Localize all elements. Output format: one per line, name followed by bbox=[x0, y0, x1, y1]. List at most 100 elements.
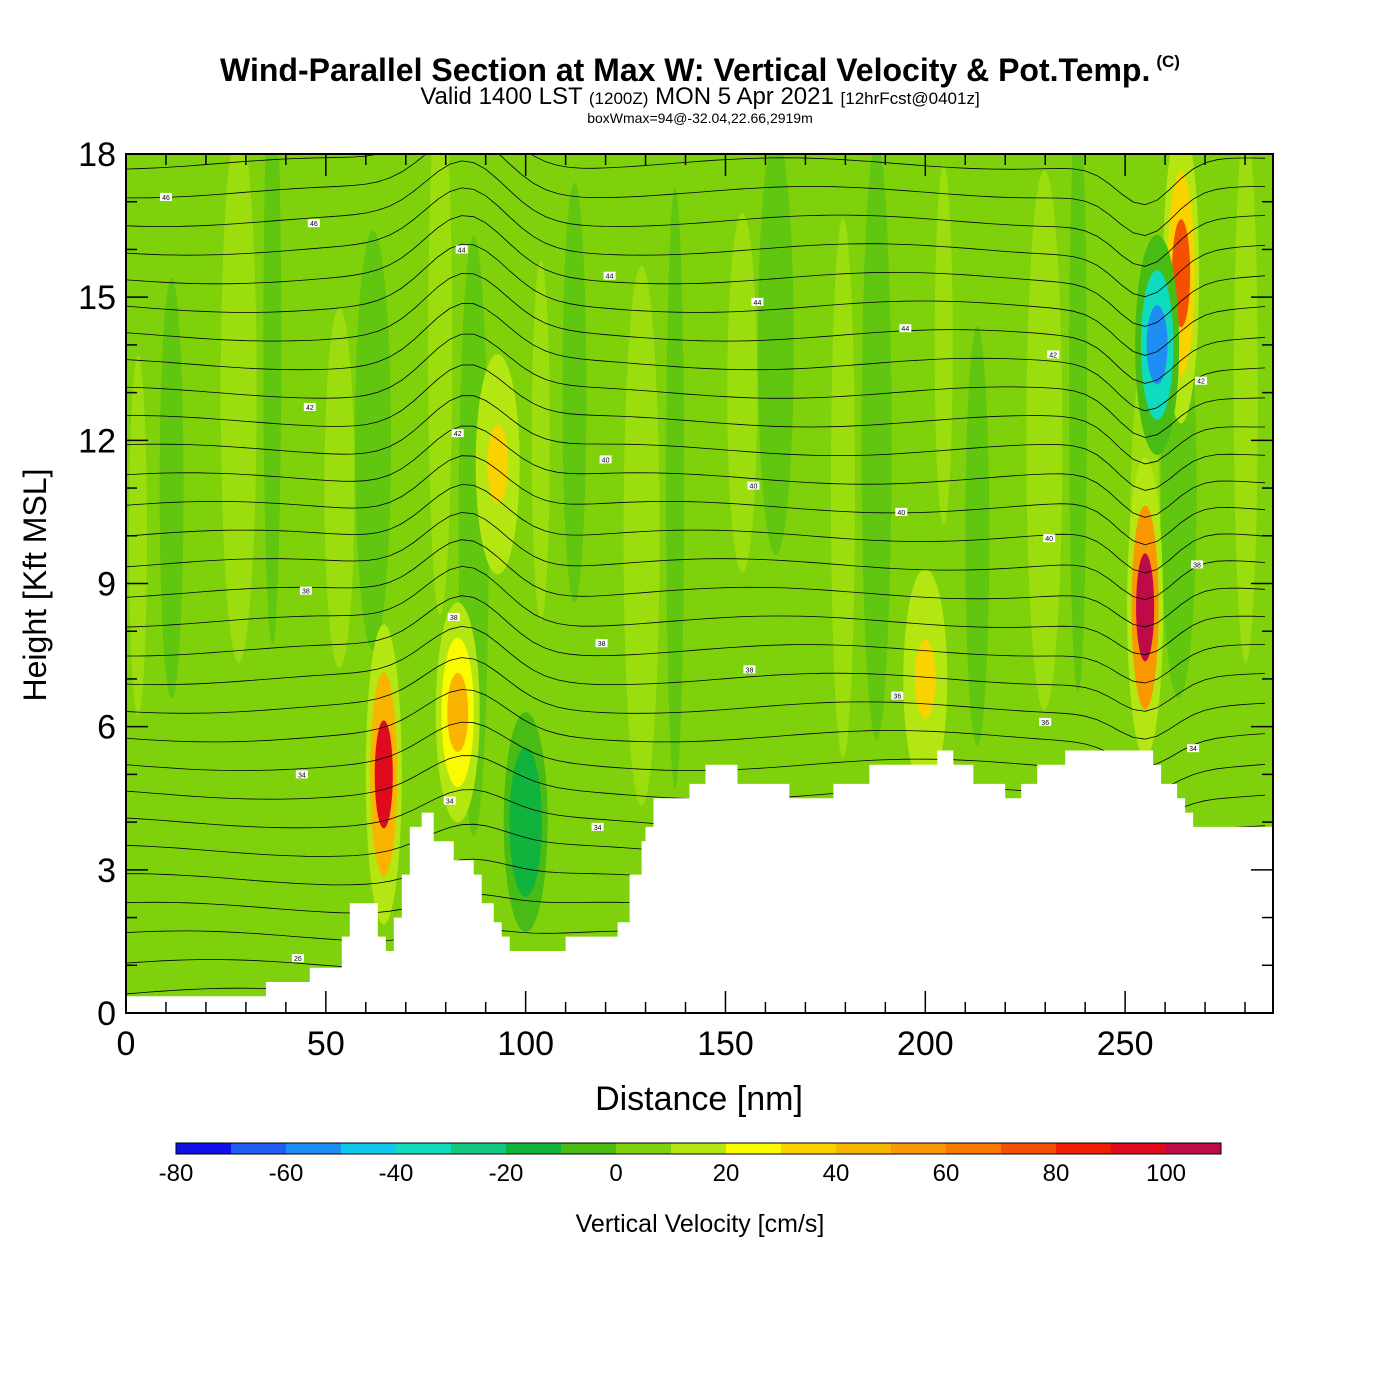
isentrope-line bbox=[126, 689, 1266, 767]
colorbar: -80 -60 -40 -20 0 20 40 60 80 100 bbox=[159, 1142, 1222, 1187]
colorbar-swatch bbox=[1001, 1143, 1057, 1154]
isentrope-label: 44 bbox=[455, 245, 468, 254]
field-streak bbox=[1026, 170, 1063, 711]
svg-text:42: 42 bbox=[1197, 379, 1205, 386]
colorbar-swatch bbox=[616, 1143, 672, 1154]
colorbar-tick-label: -20 bbox=[489, 1160, 524, 1187]
svg-text:44: 44 bbox=[754, 300, 762, 307]
colorbar-frame bbox=[175, 1142, 1222, 1155]
field-streak bbox=[861, 154, 892, 741]
valid-date-text: MON 5 Apr 2021 bbox=[655, 83, 834, 110]
isentrope-label: 38 bbox=[299, 586, 312, 596]
y-tick-label: 18 bbox=[78, 136, 116, 174]
field-streak bbox=[830, 218, 855, 759]
isentrope-label: 34 bbox=[443, 796, 456, 806]
colorbar-swatch bbox=[726, 1143, 782, 1154]
svg-text:26: 26 bbox=[294, 956, 302, 963]
svg-text:42: 42 bbox=[1049, 352, 1057, 359]
isentrope-label: 26 bbox=[291, 954, 304, 963]
chart-title-text: Wind-Parallel Section at Max W: Vertical… bbox=[220, 52, 1151, 88]
colorbar-tick-label: 100 bbox=[1146, 1160, 1186, 1187]
svg-text:36: 36 bbox=[893, 694, 901, 701]
colorbar-tick-label: 40 bbox=[823, 1160, 850, 1187]
svg-text:40: 40 bbox=[750, 484, 758, 491]
y-axis-label: Height [Kft MSL] bbox=[17, 469, 53, 702]
colorbar-swatch bbox=[176, 1143, 232, 1154]
field-streak bbox=[592, 154, 623, 585]
colorbar-swatch bbox=[561, 1143, 617, 1154]
colorbar-label: Vertical Velocity [cm/s] bbox=[576, 1210, 825, 1238]
svg-text:44: 44 bbox=[901, 326, 909, 333]
field-streak bbox=[159, 278, 184, 699]
terrain-mask bbox=[126, 750, 1273, 1013]
isentrope-line bbox=[126, 215, 1266, 327]
svg-text:34: 34 bbox=[446, 799, 454, 806]
y-tick-label: 3 bbox=[97, 852, 116, 890]
y-tick-label: 15 bbox=[78, 279, 116, 317]
field-streak bbox=[1203, 200, 1222, 681]
isentrope-label: 38 bbox=[1191, 560, 1204, 569]
svg-text:46: 46 bbox=[310, 221, 318, 228]
field-streak bbox=[1068, 154, 1087, 693]
svg-text:40: 40 bbox=[602, 457, 610, 464]
isentrope-line bbox=[126, 154, 1266, 206]
isentrope-label: 42 bbox=[303, 402, 316, 412]
isentrope-line bbox=[126, 565, 1266, 656]
box-info-text: boxWmax=94@-32.04,22.66,2919m bbox=[587, 110, 813, 126]
colorbar-swatch bbox=[671, 1143, 727, 1154]
svg-text:42: 42 bbox=[454, 431, 462, 438]
field-streak bbox=[293, 205, 318, 866]
isentrope-line bbox=[126, 160, 1266, 267]
isentrope-line bbox=[126, 625, 1266, 712]
isentrope-line bbox=[126, 303, 1266, 412]
isentrope-line bbox=[126, 243, 1266, 356]
velocity-cell bbox=[515, 782, 537, 862]
field-streak bbox=[727, 212, 758, 573]
field-streak bbox=[428, 154, 453, 615]
isentrope-label: 42 bbox=[1195, 376, 1208, 386]
isentrope-label: 36 bbox=[891, 691, 904, 701]
svg-text:40: 40 bbox=[1045, 536, 1053, 543]
x-tick-label: 100 bbox=[497, 1025, 554, 1063]
isentrope-label: 42 bbox=[1047, 350, 1060, 359]
svg-text:34: 34 bbox=[1189, 746, 1197, 753]
svg-text:38: 38 bbox=[598, 641, 606, 648]
isentrope-label: 38 bbox=[447, 612, 460, 622]
valid-time-text: Valid 1400 LST bbox=[420, 83, 583, 110]
chart-title: Wind-Parallel Section at Max W: Vertical… bbox=[0, 52, 1400, 89]
isentrope-label: 38 bbox=[595, 639, 608, 648]
isentrope-label: 34 bbox=[1187, 744, 1200, 753]
y-tick-label: 0 bbox=[97, 995, 116, 1033]
isentrope-line bbox=[126, 455, 1266, 546]
isentrope-label: 46 bbox=[159, 192, 172, 202]
colorbar-tick-label: 80 bbox=[1043, 1160, 1070, 1187]
field-streak bbox=[190, 200, 221, 681]
isentrope-label: 38 bbox=[743, 665, 756, 674]
isentrope-label: 40 bbox=[1043, 534, 1056, 543]
colorbar-tick-label: 0 bbox=[609, 1160, 622, 1187]
copyright-mark: (C) bbox=[1156, 52, 1180, 71]
isentrope-line bbox=[126, 364, 1265, 465]
field-streak bbox=[666, 188, 685, 789]
isentrope-label: 40 bbox=[747, 481, 760, 491]
isentrope-label: 44 bbox=[751, 297, 764, 307]
isentrope-label: 46 bbox=[307, 219, 320, 228]
isentrope-line bbox=[126, 395, 1266, 491]
y-tick-label: 6 bbox=[97, 709, 116, 747]
x-tick-label: 150 bbox=[697, 1025, 754, 1063]
field-streak bbox=[965, 325, 990, 746]
y-tick-label: 9 bbox=[97, 566, 116, 604]
svg-text:44: 44 bbox=[458, 247, 466, 254]
svg-text:38: 38 bbox=[302, 589, 310, 596]
field-streak bbox=[324, 308, 355, 669]
svg-text:38: 38 bbox=[746, 667, 754, 674]
svg-text:42: 42 bbox=[306, 405, 314, 412]
svg-text:44: 44 bbox=[606, 274, 614, 281]
field-streak bbox=[220, 154, 257, 663]
colorbar-swatch bbox=[231, 1143, 287, 1154]
isentrope-line bbox=[126, 657, 1266, 740]
isentrope-line bbox=[126, 154, 1265, 237]
colorbar-swatch bbox=[451, 1143, 507, 1154]
